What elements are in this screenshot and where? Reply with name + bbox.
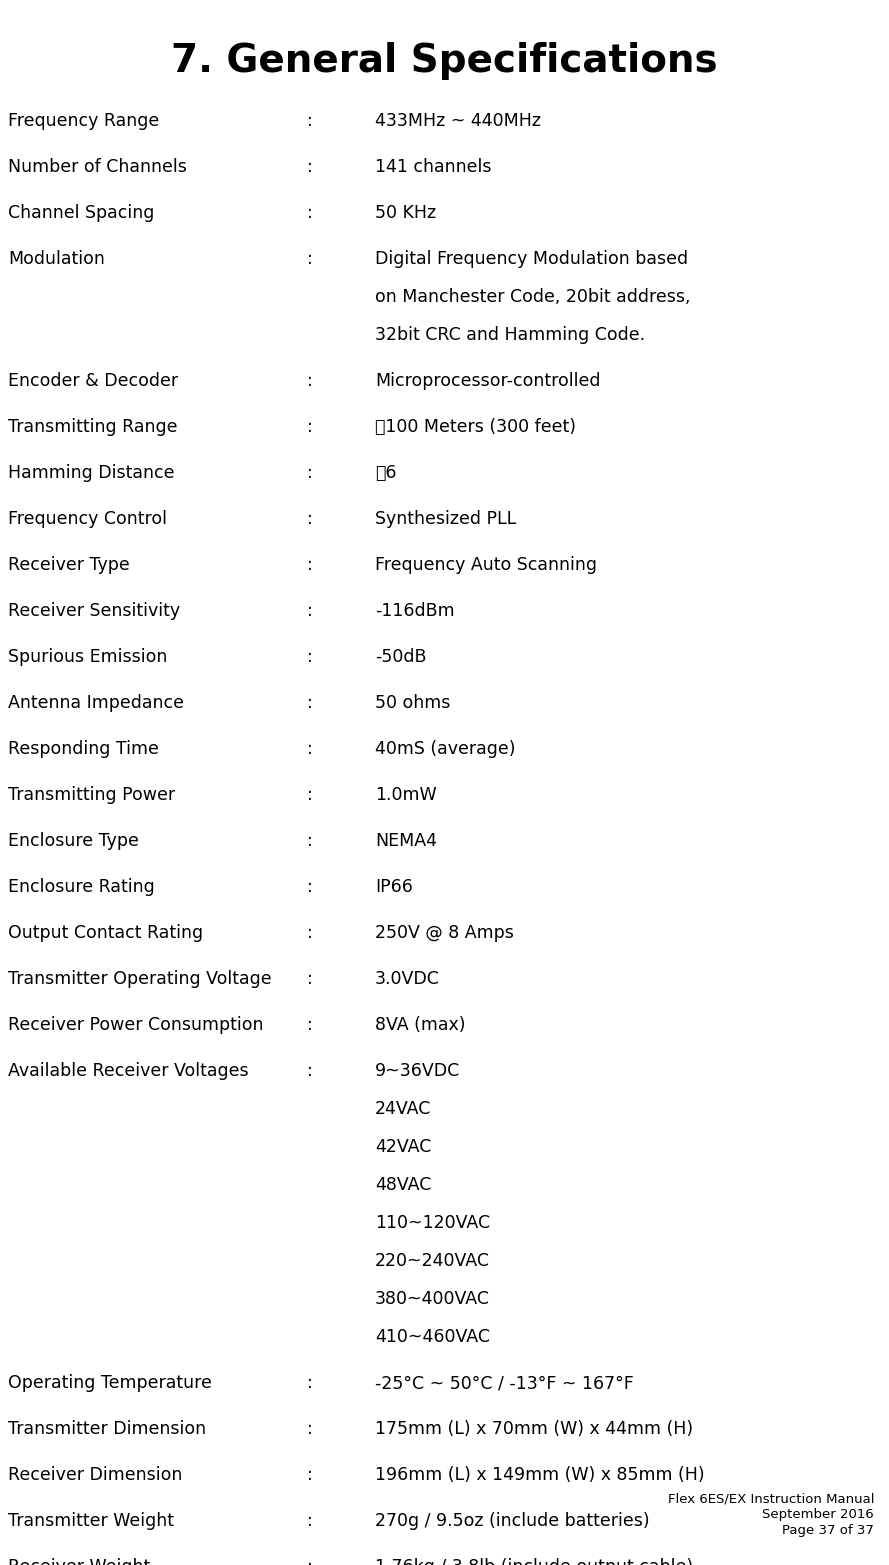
Text: ＞6: ＞6	[375, 463, 396, 482]
Text: September 2016: September 2016	[762, 1509, 874, 1521]
Text: :: :	[307, 1466, 313, 1484]
Text: :: :	[307, 923, 313, 942]
Text: :: :	[307, 556, 313, 574]
Text: Frequency Auto Scanning: Frequency Auto Scanning	[375, 556, 597, 574]
Text: IP66: IP66	[375, 878, 412, 897]
Text: Modulation: Modulation	[8, 250, 105, 268]
Text: :: :	[307, 1016, 313, 1034]
Text: :: :	[307, 786, 313, 804]
Text: 175mm (L) x 70mm (W) x 44mm (H): 175mm (L) x 70mm (W) x 44mm (H)	[375, 1419, 693, 1438]
Text: Receiver Type: Receiver Type	[8, 556, 130, 574]
Text: Synthesized PLL: Synthesized PLL	[375, 510, 517, 527]
Text: Antenna Impedance: Antenna Impedance	[8, 693, 184, 712]
Text: Transmitter Dimension: Transmitter Dimension	[8, 1419, 206, 1438]
Text: Available Receiver Voltages: Available Receiver Voltages	[8, 1063, 249, 1080]
Text: :: :	[307, 878, 313, 897]
Text: Spurious Emission: Spurious Emission	[8, 648, 167, 667]
Text: -50dB: -50dB	[375, 648, 427, 667]
Text: 110~120VAC: 110~120VAC	[375, 1214, 490, 1232]
Text: Frequency Range: Frequency Range	[8, 113, 159, 130]
Text: Transmitting Range: Transmitting Range	[8, 418, 178, 437]
Text: Output Contact Rating: Output Contact Rating	[8, 923, 203, 942]
Text: :: :	[307, 418, 313, 437]
Text: Responding Time: Responding Time	[8, 740, 159, 757]
Text: 141 channels: 141 channels	[375, 158, 492, 175]
Text: :: :	[307, 833, 313, 850]
Text: Transmitter Weight: Transmitter Weight	[8, 1512, 174, 1531]
Text: 9~36VDC: 9~36VDC	[375, 1063, 461, 1080]
Text: Digital Frequency Modulation based: Digital Frequency Modulation based	[375, 250, 688, 268]
Text: NEMA4: NEMA4	[375, 833, 437, 850]
Text: 42VAC: 42VAC	[375, 1138, 431, 1157]
Text: Operating Temperature: Operating Temperature	[8, 1374, 212, 1391]
Text: Frequency Control: Frequency Control	[8, 510, 167, 527]
Text: Receiver Weight: Receiver Weight	[8, 1559, 150, 1565]
Text: Enclosure Type: Enclosure Type	[8, 833, 139, 850]
Text: Receiver Sensitivity: Receiver Sensitivity	[8, 603, 180, 620]
Text: :: :	[307, 510, 313, 527]
Text: :: :	[307, 648, 313, 667]
Text: 40mS (average): 40mS (average)	[375, 740, 516, 757]
Text: Microprocessor-controlled: Microprocessor-controlled	[375, 372, 600, 390]
Text: :: :	[307, 203, 313, 222]
Text: 196mm (L) x 149mm (W) x 85mm (H): 196mm (L) x 149mm (W) x 85mm (H)	[375, 1466, 705, 1484]
Text: 380~400VAC: 380~400VAC	[375, 1290, 490, 1308]
Text: :: :	[307, 740, 313, 757]
Text: :: :	[307, 463, 313, 482]
Text: 8VA (max): 8VA (max)	[375, 1016, 466, 1034]
Text: Receiver Power Consumption: Receiver Power Consumption	[8, 1016, 263, 1034]
Text: 24VAC: 24VAC	[375, 1100, 431, 1117]
Text: :: :	[307, 970, 313, 988]
Text: 7. General Specifications: 7. General Specifications	[172, 42, 717, 80]
Text: Encoder & Decoder: Encoder & Decoder	[8, 372, 178, 390]
Text: :: :	[307, 1063, 313, 1080]
Text: 48VAC: 48VAC	[375, 1175, 431, 1194]
Text: :: :	[307, 158, 313, 175]
Text: 270g / 9.5oz (include batteries): 270g / 9.5oz (include batteries)	[375, 1512, 650, 1531]
Text: -25°C ~ 50°C / -13°F ~ 167°F: -25°C ~ 50°C / -13°F ~ 167°F	[375, 1374, 634, 1391]
Text: Page 37 of 37: Page 37 of 37	[782, 1524, 874, 1537]
Text: Transmitter Operating Voltage: Transmitter Operating Voltage	[8, 970, 272, 988]
Text: Flex 6ES/EX Instruction Manual: Flex 6ES/EX Instruction Manual	[668, 1491, 874, 1506]
Text: -116dBm: -116dBm	[375, 603, 454, 620]
Text: :: :	[307, 693, 313, 712]
Text: Hamming Distance: Hamming Distance	[8, 463, 174, 482]
Text: :: :	[307, 603, 313, 620]
Text: 220~240VAC: 220~240VAC	[375, 1252, 490, 1271]
Text: 1.0mW: 1.0mW	[375, 786, 436, 804]
Text: Transmitting Power: Transmitting Power	[8, 786, 175, 804]
Text: 1.76kg / 3.8lb (include output cable): 1.76kg / 3.8lb (include output cable)	[375, 1559, 693, 1565]
Text: on Manchester Code, 20bit address,: on Manchester Code, 20bit address,	[375, 288, 691, 307]
Text: 32bit CRC and Hamming Code.: 32bit CRC and Hamming Code.	[375, 326, 645, 344]
Text: :: :	[307, 1419, 313, 1438]
Text: :: :	[307, 372, 313, 390]
Text: :: :	[307, 250, 313, 268]
Text: Number of Channels: Number of Channels	[8, 158, 187, 175]
Text: :: :	[307, 113, 313, 130]
Text: 410~460VAC: 410~460VAC	[375, 1329, 490, 1346]
Text: 50 ohms: 50 ohms	[375, 693, 451, 712]
Text: Receiver Dimension: Receiver Dimension	[8, 1466, 182, 1484]
Text: :: :	[307, 1512, 313, 1531]
Text: 250V @ 8 Amps: 250V @ 8 Amps	[375, 923, 514, 942]
Text: 50 KHz: 50 KHz	[375, 203, 436, 222]
Text: Channel Spacing: Channel Spacing	[8, 203, 155, 222]
Text: ＞100 Meters (300 feet): ＞100 Meters (300 feet)	[375, 418, 576, 437]
Text: 3.0VDC: 3.0VDC	[375, 970, 440, 988]
Text: 433MHz ~ 440MHz: 433MHz ~ 440MHz	[375, 113, 541, 130]
Text: Enclosure Rating: Enclosure Rating	[8, 878, 155, 897]
Text: :: :	[307, 1559, 313, 1565]
Text: :: :	[307, 1374, 313, 1391]
